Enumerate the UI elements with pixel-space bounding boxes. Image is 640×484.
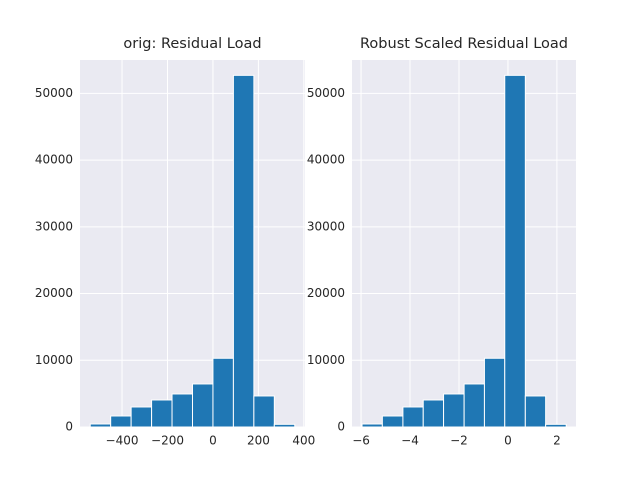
y-tick-label: 10000 [35,353,73,367]
histogram-bar [381,415,404,428]
histogram-bar [212,357,234,428]
x-tick-label: −4 [401,434,419,448]
y-tick-label: 0 [65,420,73,434]
histogram-bar [483,357,506,428]
histogram-bar [545,423,567,428]
histogram-bar [402,406,424,428]
chart-title: Robust Scaled Residual Load [360,36,568,52]
histogram-bar [89,423,112,428]
x-tick-label: −2 [450,434,468,448]
y-tick-label: 50000 [307,86,345,100]
plot-background [80,60,305,427]
x-tick-label: −6 [352,434,370,448]
histogram-bar [192,383,214,428]
y-tick-label: 20000 [35,286,73,300]
x-tick-label: 0 [209,434,217,448]
histogram-bar [232,74,255,428]
histogram-bar [253,395,275,428]
chart-title: orig: Residual Load [123,36,261,52]
y-tick-label: 40000 [35,153,73,167]
y-tick-label: 50000 [35,86,73,100]
histogram-bar [524,395,547,428]
histogram-bar [110,415,132,428]
x-tick-label: 200 [247,434,270,448]
y-tick-label: 20000 [307,286,345,300]
x-tick-label: 0 [504,434,512,448]
histogram-bar [273,423,296,428]
histogram-bar [171,393,194,428]
histogram-bar [130,406,153,428]
y-tick-label: 30000 [35,219,73,233]
y-tick-label: 40000 [307,153,345,167]
x-tick-label: 400 [292,434,315,448]
y-tick-label: 10000 [307,353,345,367]
x-tick-label: 2 [553,434,561,448]
histogram-bar [422,399,445,428]
y-tick-label: 30000 [307,219,345,233]
histogram-bar [151,399,173,428]
x-tick-label: −400 [106,434,139,448]
histogram-bar [443,393,465,428]
y-tick-label: 0 [337,420,345,434]
histogram-bar [463,383,485,428]
histogram-bar [361,423,383,428]
plot-background [352,60,576,427]
x-tick-label: −200 [151,434,184,448]
histogram-bar [504,74,526,428]
